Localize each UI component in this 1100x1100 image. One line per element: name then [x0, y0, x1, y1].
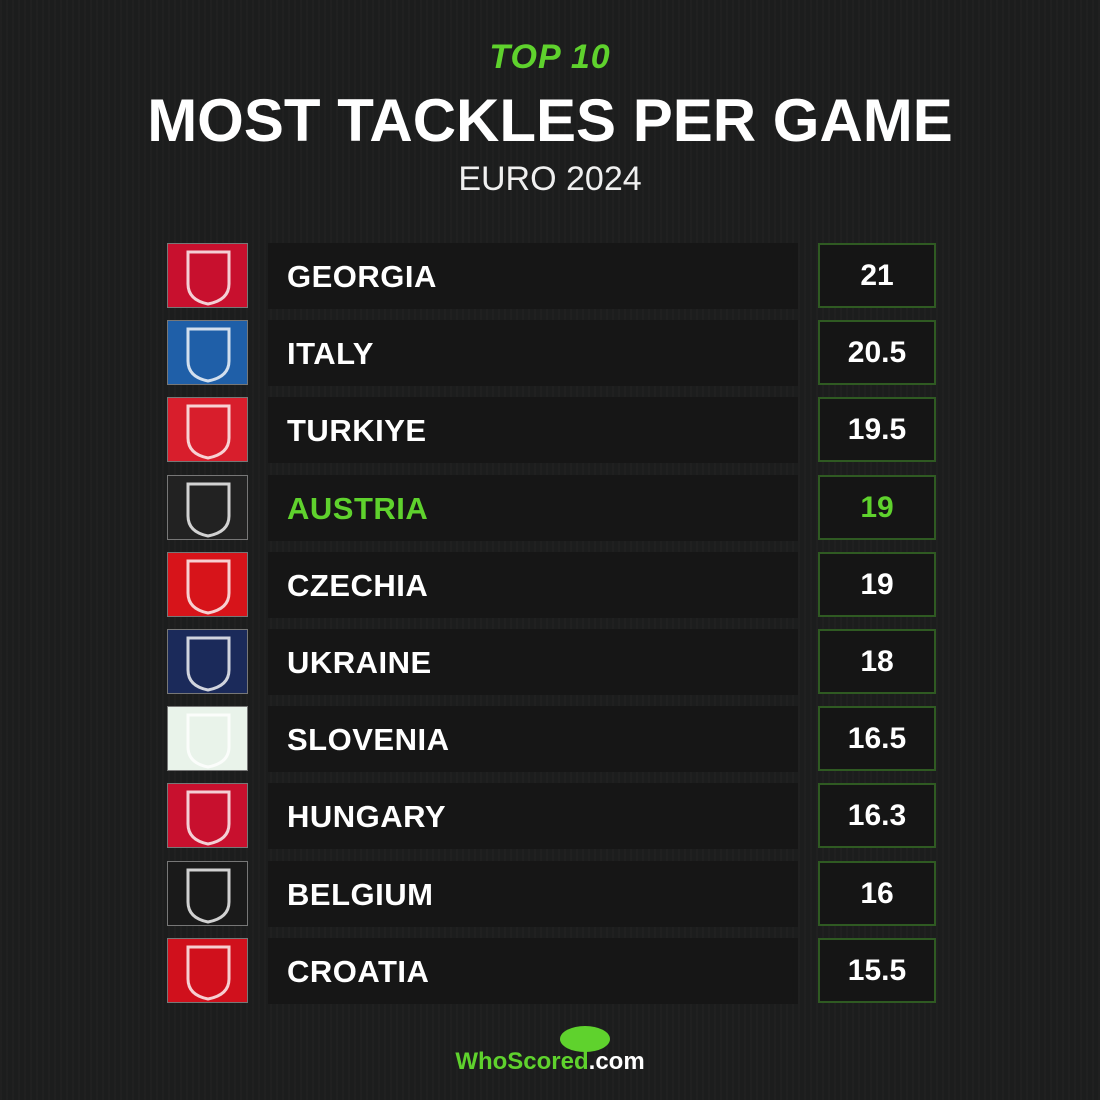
table-row: BELGIUM 16 [167, 860, 938, 928]
name-bar [268, 243, 798, 309]
name-bar [268, 397, 798, 464]
crest-icon [186, 404, 231, 460]
name-bar [268, 551, 798, 618]
tackles-value: 16 [818, 860, 936, 926]
table-row: HUNGARY 16.3 [167, 783, 938, 850]
team-name: AUSTRIA [287, 490, 429, 526]
crest-icon [186, 790, 231, 846]
subtitle: EURO 2024 [458, 160, 642, 198]
team-badge-icon [167, 551, 248, 617]
table-row: UKRAINE 18 [167, 629, 938, 696]
team-name: CROATIA [287, 953, 430, 989]
team-name: TURKIYE [287, 413, 427, 449]
logo-suffix: .com [588, 1048, 645, 1075]
crest-icon [186, 327, 231, 383]
logo-main: WhoScored [455, 1048, 589, 1075]
name-bar [268, 937, 798, 1004]
kicker: TOP 10 [489, 38, 611, 76]
table-row: SLOVENIA 16.5 [167, 706, 938, 773]
table-row: GEORGIA 21 [167, 243, 938, 310]
team-badge-icon [167, 243, 248, 308]
team-name: SLOVENIA [287, 722, 450, 758]
table-row: ITALY 20.5 [167, 320, 938, 387]
table-row: AUSTRIA 19 [167, 474, 938, 542]
team-badge-icon [167, 860, 248, 926]
team-name: UKRAINE [287, 645, 432, 680]
table-row: TURKIYE 19.5 [167, 397, 938, 464]
team-badge-icon [167, 474, 248, 540]
team-badge-icon [167, 937, 248, 1003]
tackles-value: 19.5 [818, 397, 936, 463]
team-badge-icon [167, 706, 248, 772]
name-bar [268, 320, 798, 387]
crest-icon [186, 636, 231, 692]
name-bar [268, 629, 798, 695]
table-row: CROATIA 15.5 [167, 937, 938, 1005]
team-name: ITALY [287, 336, 374, 372]
tackles-value: 21 [818, 243, 936, 308]
tackles-value: 20.5 [818, 320, 936, 386]
name-bar [268, 706, 798, 773]
crest-icon [186, 868, 231, 924]
tackles-value: 16.5 [818, 706, 936, 772]
name-bar [268, 474, 798, 541]
name-bar [268, 860, 798, 927]
whoscored-logo: WhoScored.com [0, 1048, 1100, 1076]
whoscored-question-icon [560, 1026, 610, 1052]
tackles-value: 15.5 [818, 937, 936, 1003]
team-badge-icon [167, 320, 248, 386]
team-name: GEORGIA [287, 259, 437, 294]
team-name: HUNGARY [287, 799, 447, 835]
table-row: CZECHIA 19 [167, 551, 938, 619]
page-title: MOST TACKLES PER GAME [147, 87, 953, 154]
crest-icon [186, 713, 231, 769]
team-name: CZECHIA [287, 567, 429, 603]
tackles-value: 19 [818, 551, 936, 617]
team-badge-icon [167, 629, 248, 694]
crest-icon [186, 559, 231, 615]
crest-icon [186, 482, 231, 538]
crest-icon [186, 250, 231, 306]
crest-icon [186, 945, 231, 1001]
team-badge-icon [167, 397, 248, 463]
name-bar [268, 783, 798, 850]
team-badge-icon [167, 783, 248, 849]
team-name: BELGIUM [287, 876, 434, 912]
tackles-value: 19 [818, 474, 936, 540]
tackles-value: 16.3 [818, 783, 936, 849]
tackles-value: 18 [818, 629, 936, 694]
